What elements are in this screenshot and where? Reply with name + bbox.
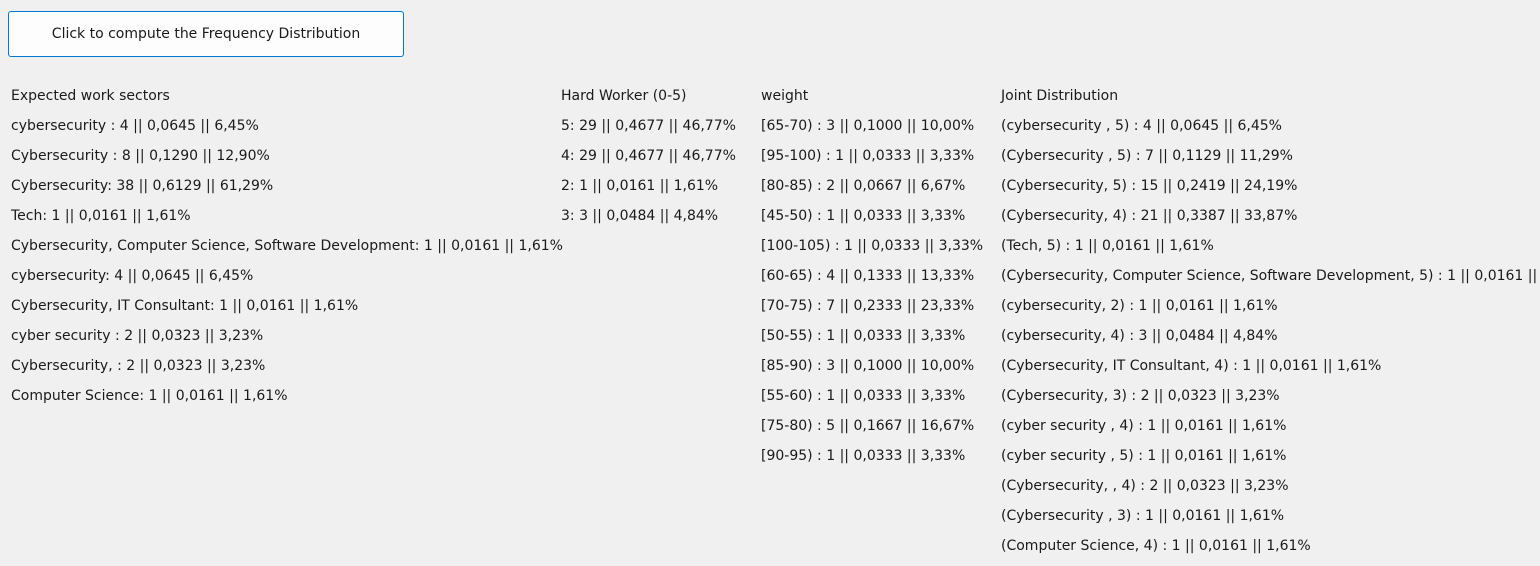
weight-row: [60-65) : 4 || 0,1333 || 13,33% — [761, 268, 975, 284]
joint-row: (Cybersecurity , 3) : 1 || 0,0161 || 1,6… — [1001, 508, 1285, 524]
weight-row: [45-50) : 1 || 0,0333 || 3,33% — [761, 208, 966, 224]
joint-distribution-column: Joint Distribution (cybersecurity , 5) :… — [1001, 86, 1540, 566]
sectors-row: Cybersecurity, : 2 || 0,0323 || 3,23% — [11, 358, 266, 374]
hard-worker-row: 3: 3 || 0,0484 || 4,84% — [561, 208, 719, 224]
hard-worker-row: 4: 29 || 0,4677 || 46,77% — [561, 148, 736, 164]
joint-row: (Computer Science, 4) : 1 || 0,0161 || 1… — [1001, 538, 1311, 554]
joint-row: (Cybersecurity, 4) : 21 || 0,3387 || 33,… — [1001, 208, 1298, 224]
weight-row: [75-80) : 5 || 0,1667 || 16,67% — [761, 418, 975, 434]
sectors-header: Expected work sectors — [11, 88, 170, 104]
hard-worker-row: 5: 29 || 0,4677 || 46,77% — [561, 118, 736, 134]
joint-row: (Cybersecurity, Computer Science, Softwa… — [1001, 268, 1540, 284]
weight-row: [80-85) : 2 || 0,0667 || 6,67% — [761, 178, 966, 194]
compute-frequency-button[interactable]: Click to compute the Frequency Distribut… — [8, 11, 404, 57]
sectors-row: Tech: 1 || 0,0161 || 1,61% — [11, 208, 191, 224]
weight-row: [100-105) : 1 || 0,0333 || 3,33% — [761, 238, 984, 254]
weight-row: [85-90) : 3 || 0,1000 || 10,00% — [761, 358, 975, 374]
joint-row: (cybersecurity, 4) : 3 || 0,0484 || 4,84… — [1001, 328, 1278, 344]
sectors-row: Cybersecurity, IT Consultant: 1 || 0,016… — [11, 298, 359, 314]
joint-row: (Cybersecurity, 5) : 15 || 0,2419 || 24,… — [1001, 178, 1298, 194]
joint-row: (cyber security , 4) : 1 || 0,0161 || 1,… — [1001, 418, 1287, 434]
weight-row: [55-60) : 1 || 0,0333 || 3,33% — [761, 388, 966, 404]
hard-worker-row: 2: 1 || 0,0161 || 1,61% — [561, 178, 719, 194]
joint-row: (cybersecurity , 5) : 4 || 0,0645 || 6,4… — [1001, 118, 1282, 134]
hard-worker-header: Hard Worker (0-5) — [561, 88, 687, 104]
weight-row: [65-70) : 3 || 0,1000 || 10,00% — [761, 118, 975, 134]
sectors-row: Cybersecurity, Computer Science, Softwar… — [11, 238, 563, 254]
sectors-column: Expected work sectors cybersecurity : 4 … — [11, 86, 563, 416]
joint-row: (Cybersecurity, IT Consultant, 4) : 1 ||… — [1001, 358, 1382, 374]
weight-header: weight — [761, 88, 809, 104]
sectors-row: cybersecurity: 4 || 0,0645 || 6,45% — [11, 268, 254, 284]
joint-row: (Cybersecurity, , 4) : 2 || 0,0323 || 3,… — [1001, 478, 1289, 494]
joint-row: (Tech, 5) : 1 || 0,0161 || 1,61% — [1001, 238, 1214, 254]
joint-distribution-header: Joint Distribution — [1001, 88, 1119, 104]
hard-worker-column: Hard Worker (0-5) 5: 29 || 0,4677 || 46,… — [561, 86, 736, 236]
sectors-row: Cybersecurity : 8 || 0,1290 || 12,90% — [11, 148, 270, 164]
weight-row: [95-100) : 1 || 0,0333 || 3,33% — [761, 148, 975, 164]
sectors-row: Computer Science: 1 || 0,0161 || 1,61% — [11, 388, 288, 404]
weight-row: [50-55) : 1 || 0,0333 || 3,33% — [761, 328, 966, 344]
sectors-row: cybersecurity : 4 || 0,0645 || 6,45% — [11, 118, 259, 134]
joint-row: (Cybersecurity, 3) : 2 || 0,0323 || 3,23… — [1001, 388, 1280, 404]
sectors-row: Cybersecurity: 38 || 0,6129 || 61,29% — [11, 178, 274, 194]
weight-column: weight [65-70) : 3 || 0,1000 || 10,00% [… — [761, 86, 983, 476]
weight-row: [70-75) : 7 || 0,2333 || 23,33% — [761, 298, 975, 314]
joint-row: (Cybersecurity , 5) : 7 || 0,1129 || 11,… — [1001, 148, 1293, 164]
joint-row: (cybersecurity, 2) : 1 || 0,0161 || 1,61… — [1001, 298, 1278, 314]
joint-row: (cyber security , 5) : 1 || 0,0161 || 1,… — [1001, 448, 1287, 464]
weight-row: [90-95) : 1 || 0,0333 || 3,33% — [761, 448, 966, 464]
sectors-row: cyber security : 2 || 0,0323 || 3,23% — [11, 328, 264, 344]
